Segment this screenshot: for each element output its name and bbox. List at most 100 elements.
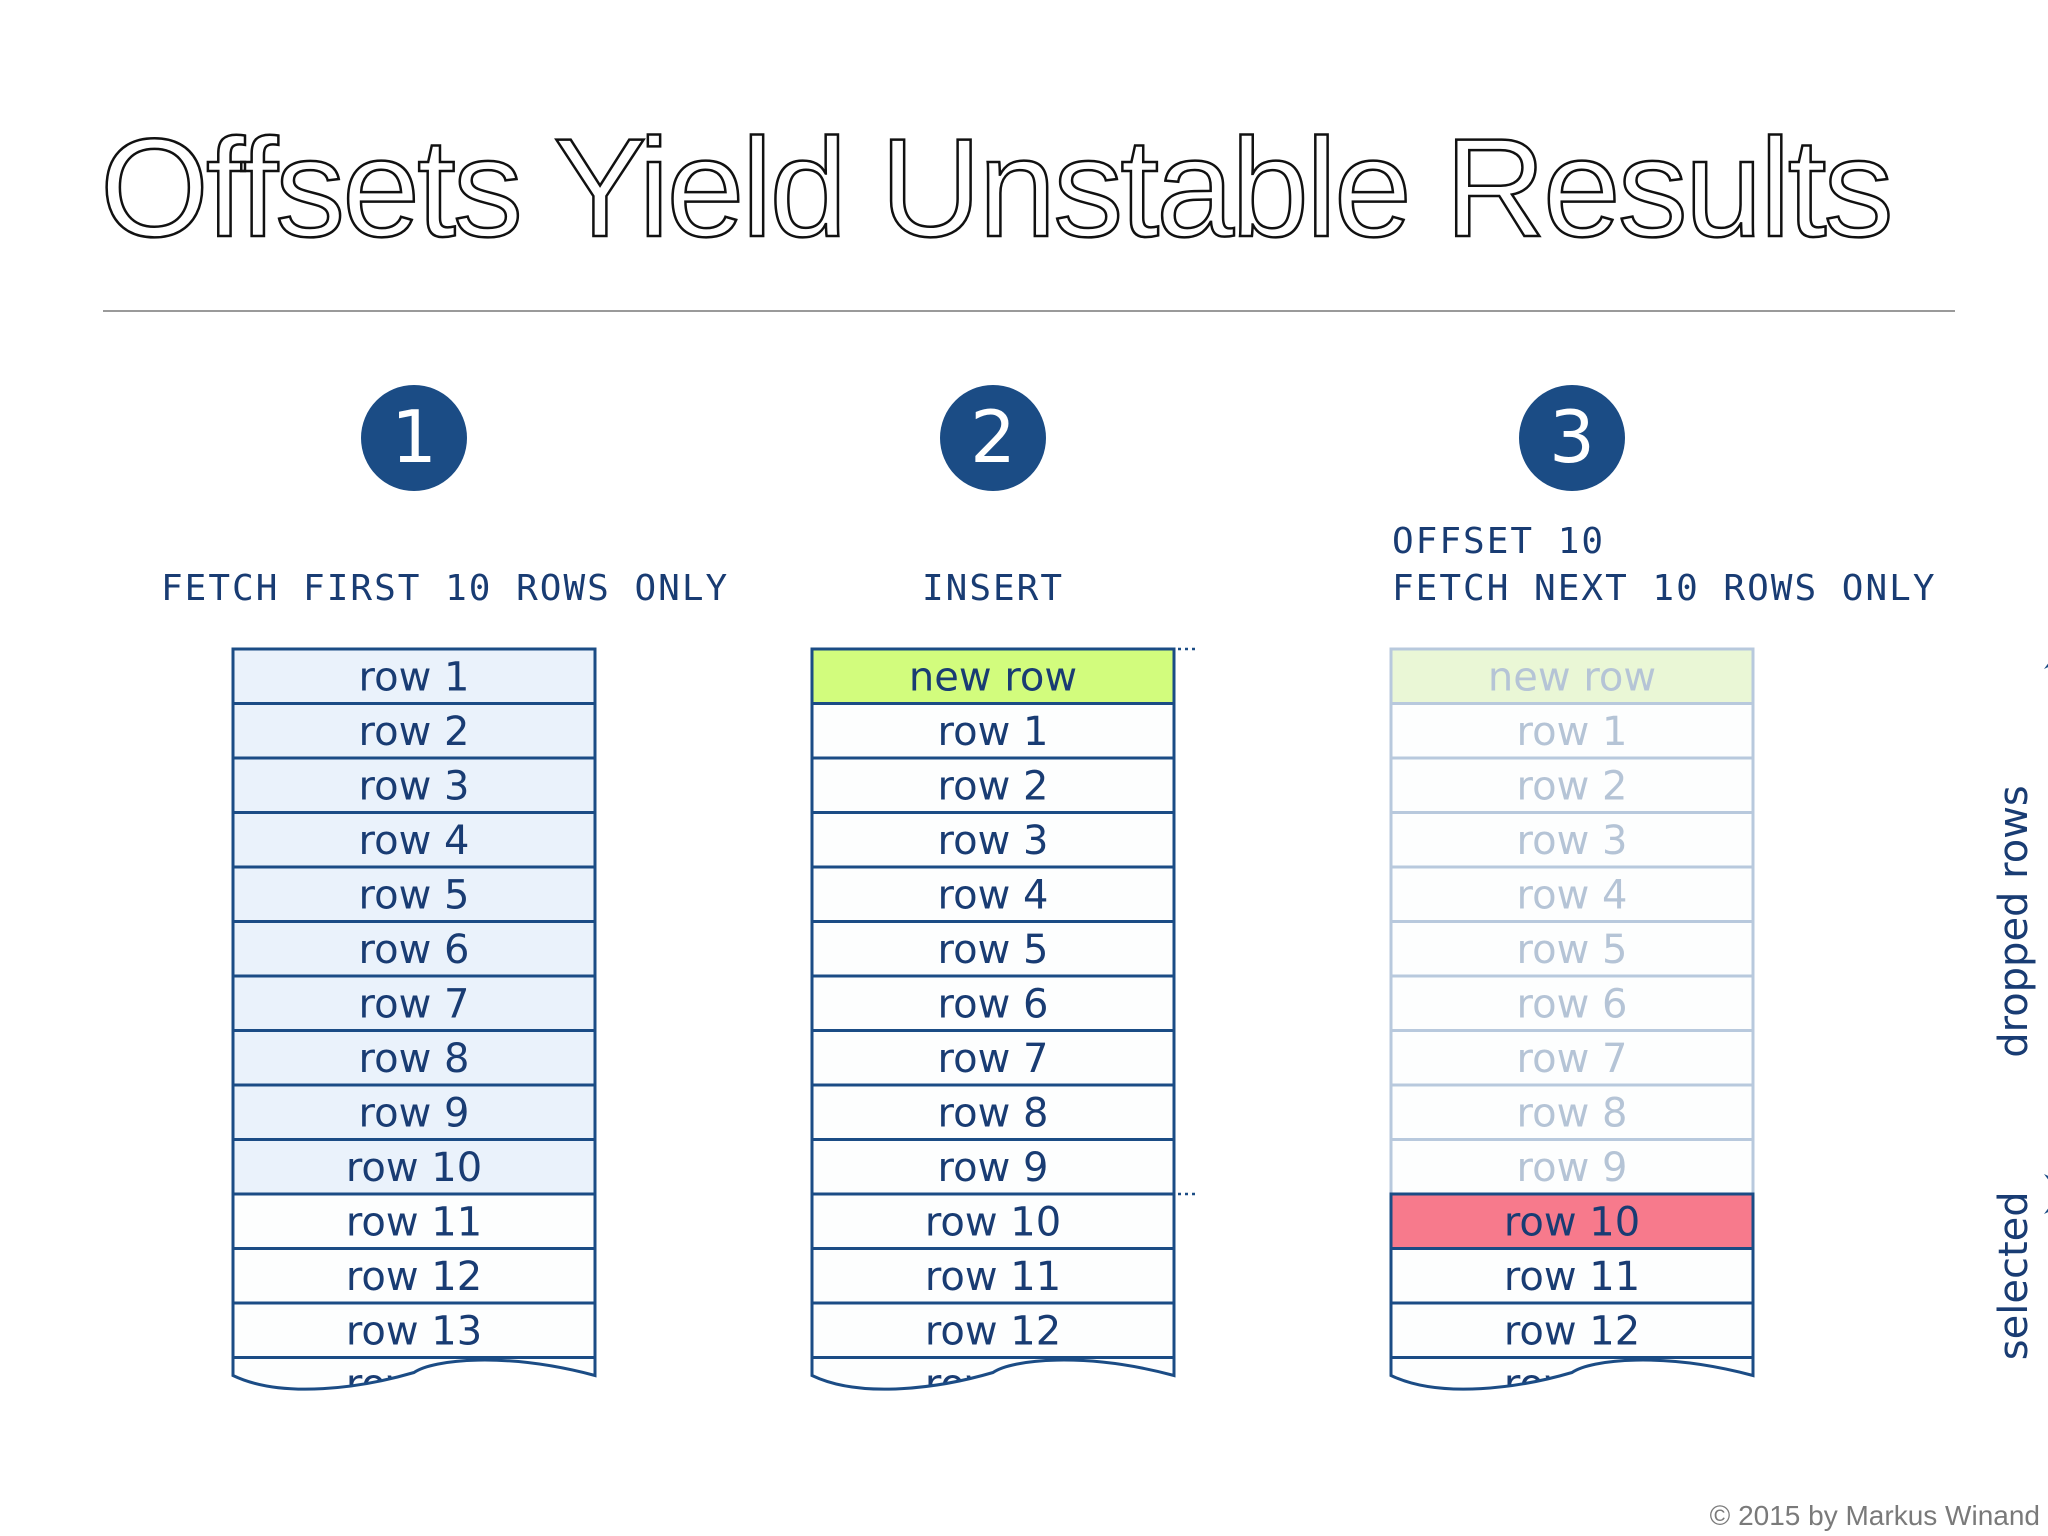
table-row: row 8 bbox=[810, 1083, 1176, 1141]
row-cell bbox=[1389, 865, 1755, 923]
row-cell bbox=[1389, 1083, 1755, 1141]
row-cell bbox=[810, 1301, 1176, 1359]
table-row: row 3 bbox=[810, 811, 1176, 869]
step-circle bbox=[361, 385, 467, 491]
row-label: row 11 bbox=[1504, 1254, 1640, 1300]
row-label: row 4 bbox=[938, 872, 1049, 918]
row-cell bbox=[231, 647, 597, 705]
table-row: row 11 bbox=[1389, 1247, 1755, 1305]
row-cell bbox=[231, 920, 597, 978]
partial-row: row 13 bbox=[810, 1356, 1176, 1391]
row-cell bbox=[1389, 702, 1755, 760]
panel-2: 2 INSERT new row row 1 row 2 row 3 row 4 row 5 r… bbox=[810, 385, 1176, 1391]
torn-edge bbox=[810, 1356, 1176, 1391]
table-row: row 6 bbox=[231, 920, 597, 978]
row-label: row 3 bbox=[938, 818, 1049, 864]
table-row: row 13 bbox=[231, 1301, 597, 1359]
row-label: new row bbox=[909, 654, 1077, 700]
table-row: new row bbox=[1389, 647, 1755, 705]
row-cell bbox=[231, 811, 597, 869]
row-cell bbox=[810, 1083, 1176, 1141]
row-cell bbox=[1389, 1192, 1755, 1250]
row-cell bbox=[810, 756, 1176, 814]
table-row: row 5 bbox=[1389, 920, 1755, 978]
table-row: row 2 bbox=[1389, 756, 1755, 814]
range-annotation: selected bbox=[1991, 1191, 2048, 1360]
row-label: row 13 bbox=[346, 1308, 482, 1354]
row-table: new row row 1 row 2 row 3 row 4 row 5 row 6 row… bbox=[1389, 647, 1755, 1391]
row-label: row 8 bbox=[938, 1090, 1049, 1136]
table-row: row 5 bbox=[810, 920, 1176, 978]
row-label: row 9 bbox=[938, 1145, 1049, 1191]
row-label: row 4 bbox=[1517, 872, 1628, 918]
step-circle bbox=[940, 385, 1046, 491]
table-row: row 4 bbox=[1389, 865, 1755, 923]
row-label: row 12 bbox=[925, 1308, 1061, 1354]
row-table: row 1 row 2 row 3 row 4 row 5 row 6 row 7 row 8… bbox=[231, 647, 597, 1391]
step-badge: 3 bbox=[1519, 385, 1625, 491]
row-cell bbox=[231, 1029, 597, 1087]
row-label: row 5 bbox=[938, 927, 1049, 973]
table-row: row 1 bbox=[1389, 702, 1755, 760]
annotation-label: selected bbox=[1991, 1191, 2037, 1360]
query-line: FETCH FIRST 10 ROWS ONLY bbox=[161, 568, 729, 609]
table-row: row 6 bbox=[810, 974, 1176, 1032]
table-row: row 3 bbox=[1389, 811, 1755, 869]
row-label: row 5 bbox=[1517, 927, 1628, 973]
panel-1: 1 FETCH FIRST 10 ROWS ONLY row 1 row 2 row 3… bbox=[161, 385, 1195, 1391]
table-row: row 10 bbox=[1389, 1192, 1755, 1250]
partial-row: row 13 bbox=[1389, 1356, 1755, 1391]
annotation-label: dropped rows bbox=[1991, 785, 2037, 1058]
row-cell bbox=[810, 974, 1176, 1032]
step-badge: 2 bbox=[940, 385, 1046, 491]
step-number: 2 bbox=[970, 395, 1016, 479]
table-row: row 7 bbox=[1389, 1029, 1755, 1087]
table-row: row 8 bbox=[231, 1029, 597, 1087]
row-label: row 10 bbox=[1504, 1199, 1640, 1245]
row-label: row 9 bbox=[359, 1090, 470, 1136]
row-label: row 3 bbox=[359, 763, 470, 809]
row-label: row 11 bbox=[346, 1199, 482, 1245]
row-label: row 10 bbox=[346, 1145, 482, 1191]
table-row: row 12 bbox=[231, 1247, 597, 1305]
table-row: row 8 bbox=[1389, 1083, 1755, 1141]
step-number: 1 bbox=[391, 395, 437, 479]
row-label: row 9 bbox=[1517, 1145, 1628, 1191]
row-cell bbox=[810, 920, 1176, 978]
row-label: row 1 bbox=[1517, 709, 1628, 755]
table-row: row 10 bbox=[810, 1192, 1176, 1250]
partial-row: row 14 bbox=[231, 1356, 597, 1391]
row-table: new row row 1 row 2 row 3 row 4 row 5 row 6 row… bbox=[810, 647, 1176, 1391]
row-cell bbox=[231, 1138, 597, 1196]
range-annotation: dropped rows bbox=[1991, 649, 2048, 1194]
row-label: row 1 bbox=[938, 709, 1049, 755]
table-row: row 9 bbox=[1389, 1138, 1755, 1196]
row-cell bbox=[231, 1192, 597, 1250]
row-cell bbox=[810, 1029, 1176, 1087]
row-cell bbox=[1389, 920, 1755, 978]
row-label: row 8 bbox=[1517, 1090, 1628, 1136]
row-label: row 7 bbox=[1517, 1036, 1628, 1082]
row-cell bbox=[1389, 1301, 1755, 1359]
row-label: row 3 bbox=[1517, 818, 1628, 864]
table-row: row 11 bbox=[810, 1247, 1176, 1305]
table-row: row 7 bbox=[231, 974, 597, 1032]
panel-3: 3 OFFSET 10 FETCH NEXT 10 ROWS ONLY new row… bbox=[1389, 385, 2048, 1391]
row-label: row 12 bbox=[346, 1254, 482, 1300]
row-label: row 7 bbox=[938, 1036, 1049, 1082]
row-label: row 8 bbox=[359, 1036, 470, 1082]
table-row: new row bbox=[810, 647, 1176, 705]
row-cell bbox=[231, 702, 597, 760]
table-row: row 12 bbox=[810, 1301, 1176, 1359]
table-row: row 4 bbox=[231, 811, 597, 869]
row-cell bbox=[810, 702, 1176, 760]
row-label: row 6 bbox=[359, 927, 470, 973]
table-row: row 2 bbox=[231, 702, 597, 760]
row-label: row 5 bbox=[359, 872, 470, 918]
row-label: row 6 bbox=[1517, 981, 1628, 1027]
query-line: OFFSET 10 bbox=[1392, 521, 1605, 562]
copyright-notice: © 2015 by Markus Winand bbox=[1709, 1500, 2040, 1531]
row-label: row 11 bbox=[925, 1254, 1061, 1300]
row-cell bbox=[810, 1192, 1176, 1250]
row-label: row 6 bbox=[938, 981, 1049, 1027]
